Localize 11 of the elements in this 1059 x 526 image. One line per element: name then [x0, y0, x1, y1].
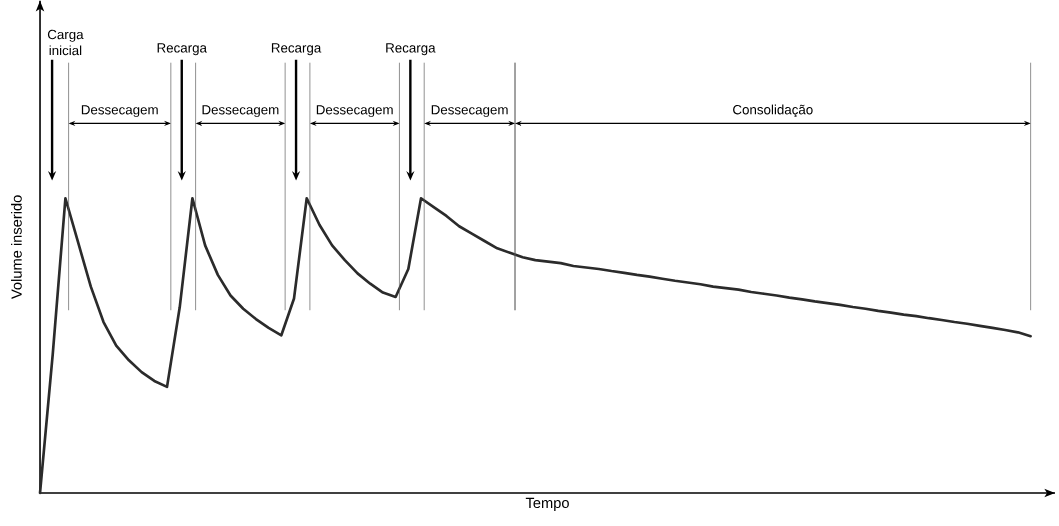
- text: Recarga: [386, 43, 436, 56]
- text: Dessecagem: [431, 104, 508, 117]
- y-axis-title: Volume inserido: [11, 195, 22, 299]
- text: Dessecagem: [202, 104, 279, 117]
- text: Consolidação: [733, 104, 813, 117]
- text: Recarga: [157, 43, 207, 56]
- text: Dessecagem: [316, 104, 393, 117]
- x-axis-title: Tempo: [525, 497, 569, 511]
- text: Dessecagem: [81, 104, 158, 117]
- text: Recarga: [271, 43, 322, 56]
- text: Carga inicial: [47, 29, 84, 56]
